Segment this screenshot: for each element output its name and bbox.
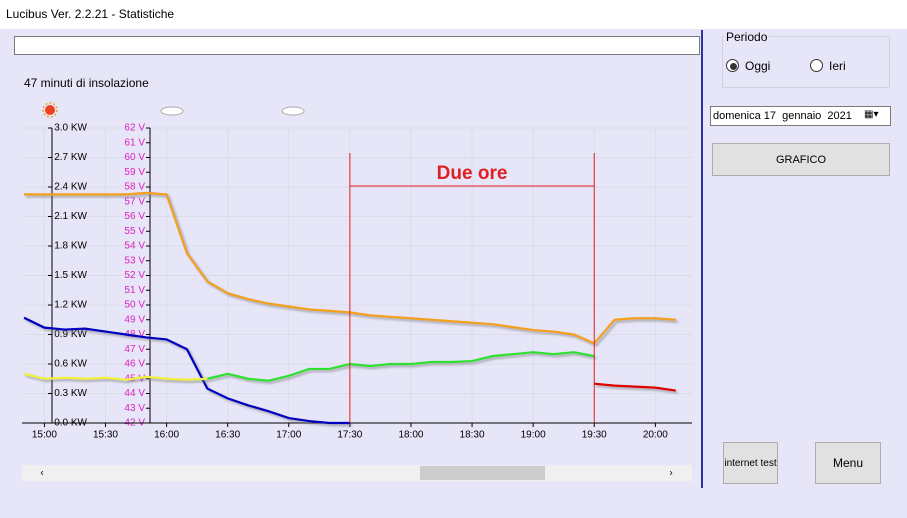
- x-tick-label: 19:30: [582, 430, 607, 441]
- x-tick-label: 17:30: [337, 430, 362, 441]
- period-label: Periodo: [724, 30, 770, 44]
- x-tick-label: 16:00: [154, 430, 179, 441]
- x-tick-label: 15:00: [32, 430, 57, 441]
- x-tick-label: 17:00: [276, 430, 301, 441]
- chart-panel: [12, 30, 703, 488]
- y-tick-label: 1.2 KW: [54, 300, 87, 311]
- scroll-left[interactable]: ‹: [40, 468, 43, 479]
- y2-tick-label: 62 V: [124, 123, 145, 134]
- y2-tick-label: 60 V: [124, 152, 145, 163]
- y2-tick-label: 61 V: [124, 137, 145, 148]
- date-picker[interactable]: domenica 17 gennaio 2021: [710, 106, 891, 126]
- x-tick-label: 18:00: [398, 430, 423, 441]
- series-line: [207, 351, 595, 382]
- y-tick-label: 2.4 KW: [54, 182, 87, 193]
- graph-button[interactable]: GRAFICO: [712, 143, 890, 176]
- y2-tick-label: 53 V: [124, 255, 145, 266]
- y2-tick-label: 52 V: [124, 270, 145, 281]
- y-tick-label: 0.9 KW: [54, 329, 87, 340]
- radio-yesterday[interactable]: [810, 59, 823, 72]
- series-line: [23, 316, 350, 425]
- x-tick-label: 16:30: [215, 430, 240, 441]
- annotation-text: Due ore: [437, 163, 508, 184]
- y2-tick-label: 43 V: [124, 403, 145, 414]
- y-tick-label: 2.7 KW: [54, 152, 87, 163]
- internet-button[interactable]: internet test: [723, 442, 778, 484]
- sunshine-label: 47 minuti di insolazione: [24, 76, 149, 90]
- y2-tick-label: 58 V: [124, 182, 145, 193]
- scroll-right[interactable]: ›: [669, 468, 672, 479]
- period-group: [722, 36, 890, 88]
- yesterday-label[interactable]: Ieri: [829, 59, 846, 73]
- y2-tick-label: 49 V: [124, 314, 145, 325]
- x-tick-label: 19:00: [521, 430, 546, 441]
- cloud-icon: [281, 106, 305, 116]
- scrollbar[interactable]: [22, 465, 692, 481]
- series-line: [594, 382, 676, 392]
- text-box[interactable]: [14, 36, 700, 55]
- y2-tick-label: 54 V: [124, 241, 145, 252]
- y-tick-label: 1.5 KW: [54, 270, 87, 281]
- y2-tick-label: 44 V: [124, 388, 145, 399]
- sun-rays: [42, 102, 58, 118]
- y2-tick-label: 59 V: [124, 167, 145, 178]
- y2-tick-label: 57 V: [124, 196, 145, 207]
- date-dropdown[interactable]: ▦▾: [864, 109, 879, 120]
- series-line: [23, 372, 208, 381]
- y-tick-label: 1.8 KW: [54, 241, 87, 252]
- y2-tick-label: 48 V: [124, 329, 145, 340]
- radio-today[interactable]: [726, 59, 739, 72]
- today-label[interactable]: Oggi: [745, 59, 771, 73]
- y2-tick-label: 47 V: [124, 344, 145, 355]
- y2-tick-label: 51 V: [124, 285, 145, 296]
- y-tick-label: 0.3 KW: [54, 388, 87, 399]
- y2-tick-label: 46 V: [124, 359, 145, 370]
- cloud-icon: [160, 106, 184, 116]
- window-title: Lucibus Ver. 2.2.21 - Statistiche: [0, 0, 907, 29]
- y-tick-label: 3.0 KW: [54, 123, 87, 134]
- y-tick-label: 2.1 KW: [54, 211, 87, 222]
- y-tick-label: 0.6 KW: [54, 359, 87, 370]
- menu-button[interactable]: Menu: [815, 442, 881, 484]
- y2-tick-label: 56 V: [124, 211, 145, 222]
- x-tick-label: 20:00: [643, 430, 668, 441]
- x-tick-label: 18:30: [460, 430, 485, 441]
- y2-tick-label: 50 V: [124, 300, 145, 311]
- radio-dot: [730, 63, 737, 70]
- scroll-thumb[interactable]: [420, 466, 545, 480]
- sun-icon: [45, 105, 55, 115]
- y2-tick-label: 55 V: [124, 226, 145, 237]
- x-tick-label: 15:30: [93, 430, 118, 441]
- weather-icons: [42, 102, 305, 118]
